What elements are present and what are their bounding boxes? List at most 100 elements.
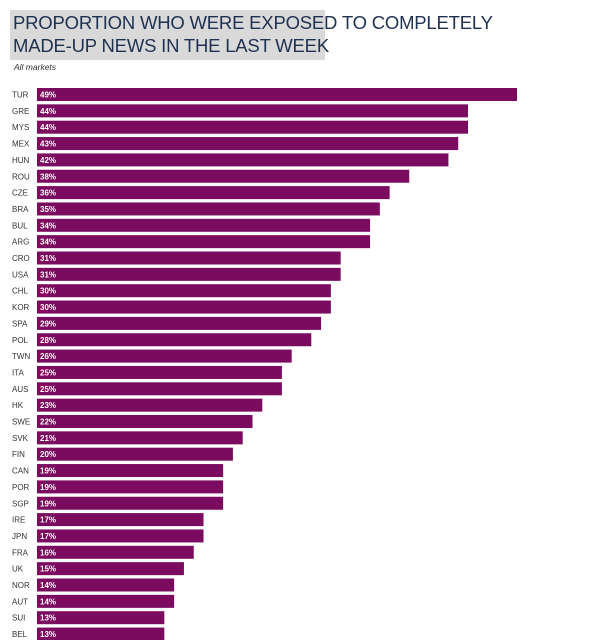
category-label-svk: SVK bbox=[12, 434, 29, 443]
value-label-mys: 44% bbox=[40, 123, 56, 132]
bar-bra bbox=[37, 202, 380, 216]
value-label-bel: 13% bbox=[40, 630, 56, 639]
category-label-ire: IRE bbox=[12, 516, 25, 525]
category-label-cze: CZE bbox=[12, 189, 28, 198]
bar-tur bbox=[37, 88, 517, 101]
bar-fra bbox=[37, 545, 194, 559]
category-label-bul: BUL bbox=[12, 221, 28, 230]
category-label-can: CAN bbox=[12, 467, 29, 476]
category-label-swe: SWE bbox=[12, 418, 30, 427]
category-label-uk: UK bbox=[12, 565, 24, 574]
category-label-bel: BEL bbox=[12, 630, 28, 639]
value-label-bra: 35% bbox=[40, 205, 56, 214]
value-label-twn: 26% bbox=[40, 352, 56, 361]
value-label-kor: 30% bbox=[40, 303, 56, 312]
value-label-can: 19% bbox=[40, 467, 56, 476]
value-label-sgp: 19% bbox=[40, 499, 56, 508]
value-label-fra: 16% bbox=[40, 548, 56, 557]
bar-mys bbox=[37, 120, 469, 134]
bar-cro bbox=[37, 251, 341, 265]
chart-title-line-1: PROPORTION WHO WERE EXPOSED TO COMPLETEL… bbox=[13, 12, 493, 33]
bar-sui bbox=[37, 611, 165, 625]
bar-usa bbox=[37, 267, 341, 281]
category-label-sui: SUI bbox=[12, 614, 25, 623]
category-label-fra: FRA bbox=[12, 548, 29, 557]
category-label-nor: NOR bbox=[12, 581, 30, 590]
category-label-usa: USA bbox=[12, 270, 29, 279]
category-label-ita: ITA bbox=[12, 368, 25, 377]
category-label-aus: AUS bbox=[12, 385, 28, 394]
category-label-pol: POL bbox=[12, 336, 29, 345]
category-label-hun: HUN bbox=[12, 156, 30, 165]
value-label-chl: 30% bbox=[40, 287, 56, 296]
bar-cze bbox=[37, 186, 390, 200]
bar-gre bbox=[37, 104, 469, 118]
category-label-aut: AUT bbox=[12, 597, 28, 606]
bar-can bbox=[37, 464, 224, 478]
value-label-cro: 31% bbox=[40, 254, 56, 263]
bar-nor bbox=[37, 578, 175, 592]
value-label-jpn: 17% bbox=[40, 532, 56, 541]
bar-arg bbox=[37, 235, 371, 249]
value-label-usa: 31% bbox=[40, 270, 56, 279]
value-label-spa: 29% bbox=[40, 319, 56, 328]
category-label-cro: CRO bbox=[12, 254, 30, 263]
category-label-gre: GRE bbox=[12, 107, 29, 116]
category-label-spa: SPA bbox=[12, 319, 28, 328]
category-label-rou: ROU bbox=[12, 172, 30, 181]
bar-mex bbox=[37, 137, 459, 151]
value-label-arg: 34% bbox=[40, 238, 56, 247]
value-label-swe: 22% bbox=[40, 418, 56, 427]
category-label-mex: MEX bbox=[12, 140, 30, 149]
bar-svk bbox=[37, 431, 243, 445]
value-label-aut: 14% bbox=[40, 597, 56, 606]
title-background bbox=[10, 10, 325, 60]
bar-hun bbox=[37, 153, 449, 167]
bar-sgp bbox=[37, 496, 224, 510]
bar-fin bbox=[37, 447, 233, 461]
category-label-bra: BRA bbox=[12, 205, 29, 214]
category-label-tur: TUR bbox=[12, 91, 29, 100]
value-label-mex: 43% bbox=[40, 140, 56, 149]
bar-uk bbox=[37, 562, 184, 576]
bar-chl bbox=[37, 284, 331, 298]
category-label-chl: CHL bbox=[12, 287, 29, 296]
chart-subtitle: All markets bbox=[14, 62, 57, 72]
bar-twn bbox=[37, 349, 292, 363]
value-label-tur: 49% bbox=[40, 91, 56, 100]
value-label-hun: 42% bbox=[40, 156, 56, 165]
bar-ita bbox=[37, 365, 282, 379]
bar-swe bbox=[37, 415, 253, 428]
value-label-por: 19% bbox=[40, 483, 56, 492]
bar-pol bbox=[37, 333, 312, 347]
bar-bul bbox=[37, 218, 371, 232]
category-label-sgp: SGP bbox=[12, 499, 29, 508]
bar-spa bbox=[37, 316, 322, 330]
category-label-mys: MYS bbox=[12, 123, 29, 132]
value-label-sui: 13% bbox=[40, 614, 56, 623]
category-label-por: POR bbox=[12, 483, 30, 492]
category-label-arg: ARG bbox=[12, 238, 29, 247]
value-label-bul: 34% bbox=[40, 221, 56, 230]
category-label-jpn: JPN bbox=[12, 532, 27, 541]
bar-por bbox=[37, 480, 224, 494]
value-label-fin: 20% bbox=[40, 450, 56, 459]
category-label-twn: TWN bbox=[12, 352, 30, 361]
category-label-fin: FIN bbox=[12, 450, 25, 459]
bar-rou bbox=[37, 169, 410, 183]
value-label-aus: 25% bbox=[40, 385, 56, 394]
value-label-nor: 14% bbox=[40, 581, 56, 590]
bar-ire bbox=[37, 513, 204, 527]
value-label-pol: 28% bbox=[40, 336, 56, 345]
chart-title-line-2: MADE-UP NEWS IN THE LAST WEEK bbox=[13, 35, 329, 56]
category-label-hk: HK bbox=[12, 401, 24, 410]
value-label-gre: 44% bbox=[40, 107, 56, 116]
value-label-ire: 17% bbox=[40, 516, 56, 525]
value-label-cze: 36% bbox=[40, 189, 56, 198]
bar-hk bbox=[37, 398, 263, 412]
bar-aus bbox=[37, 382, 282, 396]
bar-bel bbox=[37, 627, 165, 640]
bar-jpn bbox=[37, 529, 204, 543]
value-label-svk: 21% bbox=[40, 434, 56, 443]
